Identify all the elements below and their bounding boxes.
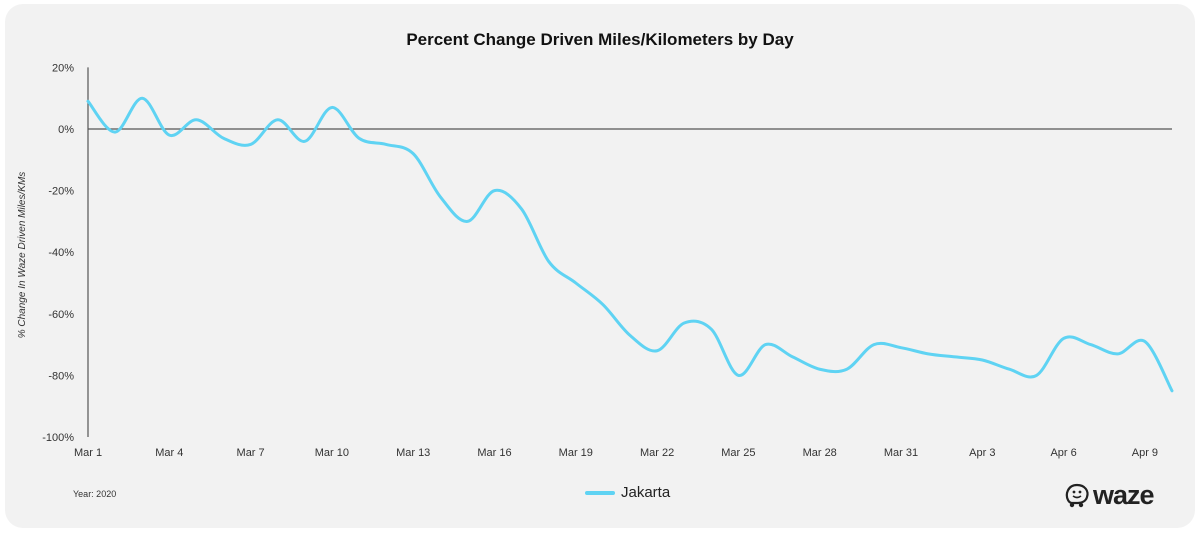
x-tick-label: Apr 6 (1050, 447, 1076, 459)
year-note: Year: 2020 (73, 489, 117, 499)
waze-icon (1065, 483, 1089, 507)
x-tick-label: Apr 3 (969, 447, 995, 459)
waze-logo: waze (1064, 480, 1155, 511)
y-tick-label: -60% (48, 309, 74, 321)
y-tick-label: -80% (48, 370, 74, 382)
chart-card (5, 4, 1195, 528)
legend-label: Jakarta (621, 484, 671, 501)
y-tick-label: -20% (48, 186, 74, 198)
x-tick-label: Mar 10 (315, 447, 349, 459)
x-tick-label: Mar 22 (640, 447, 674, 459)
x-tick-label: Mar 13 (396, 447, 430, 459)
logo-text: waze (1093, 480, 1155, 510)
chart-title: Percent Change Driven Miles/Kilometers b… (406, 30, 794, 49)
y-tick-label: -40% (48, 247, 74, 259)
legend-swatch (585, 490, 615, 495)
y-tick-label: 20% (52, 62, 74, 74)
x-tick-label: Mar 31 (884, 447, 918, 459)
y-tick-label: 0% (58, 124, 74, 136)
x-tick-label: Mar 16 (477, 447, 511, 459)
y-axis-label: % Change In Waze Driven Miles/KMs (17, 172, 28, 339)
series-line-jakarta (86, 96, 1174, 393)
x-tick-label: Mar 28 (803, 447, 837, 459)
legend: Jakarta (585, 484, 670, 501)
x-tick-label: Mar 7 (237, 447, 265, 459)
x-tick-label: Mar 19 (559, 447, 593, 459)
x-tick-label: Mar 1 (74, 447, 102, 459)
y-tick-label: -100% (42, 432, 74, 444)
x-tick-label: Mar 4 (155, 447, 183, 459)
x-tick-label: Mar 25 (721, 447, 755, 459)
x-tick-label: Apr 9 (1132, 447, 1158, 459)
